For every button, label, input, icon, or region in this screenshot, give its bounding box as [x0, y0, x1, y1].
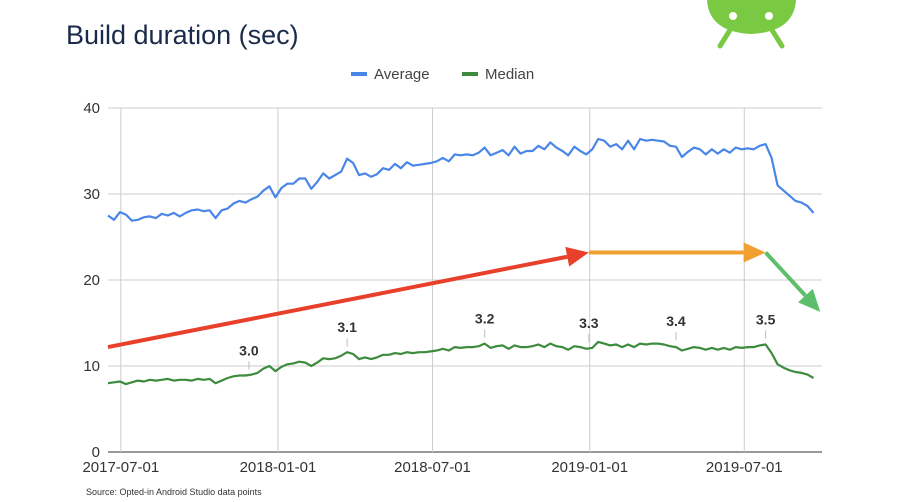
chart-series — [107, 137, 815, 386]
y-tick-label: 20 — [83, 272, 100, 289]
y-tick-label: 0 — [92, 444, 100, 461]
version-label: 3.3 — [579, 315, 599, 331]
version-label: 3.2 — [475, 311, 495, 327]
chart-grid — [108, 107, 822, 453]
series-line-median — [107, 340, 815, 386]
y-tick-label: 30 — [83, 186, 100, 203]
series-line-average — [107, 137, 815, 222]
chart-legend: Average Median — [351, 66, 534, 83]
trend-arrowhead-orange — [743, 242, 766, 263]
legend-label-average: Average — [374, 66, 430, 83]
y-tick-label: 40 — [83, 100, 100, 117]
x-tick-label: 2017-07-01 — [82, 459, 159, 476]
trend-arrowhead-red — [565, 246, 589, 267]
chart-title: Build duration (sec) — [66, 20, 299, 50]
version-label: 3.4 — [666, 313, 686, 329]
trend-arrows — [107, 242, 821, 350]
x-tick-label: 2019-01-01 — [551, 459, 628, 476]
version-label: 3.0 — [239, 342, 259, 358]
x-tick-label: 2019-07-01 — [706, 459, 783, 476]
legend-label-median: Median — [485, 66, 534, 83]
trend-arrow-green — [764, 251, 807, 297]
chart-labels: 0 10 20 30 40 2017-07-01 2018-01-01 2018-07-01 2… — [82, 100, 782, 476]
source-note: Source: Opted-in Android Studio data poi… — [86, 487, 262, 497]
x-tick-label: 2018-01-01 — [240, 459, 317, 476]
y-tick-label: 10 — [83, 358, 100, 375]
version-label: 3.1 — [337, 319, 357, 335]
trend-arrowhead-green — [798, 288, 821, 312]
trend-arrow-red — [107, 254, 568, 350]
x-tick-label: 2018-07-01 — [394, 459, 471, 476]
version-label: 3.5 — [756, 312, 776, 328]
